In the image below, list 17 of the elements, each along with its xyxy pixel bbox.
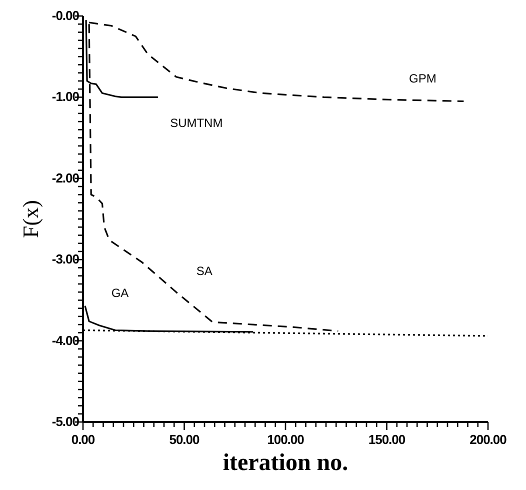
x-tick-label: 100.00: [267, 432, 304, 447]
x-tick-label: 0.00: [71, 432, 95, 447]
text: GA: [111, 286, 129, 300]
series-label: SA: [196, 264, 212, 278]
y-tick-label: -0.00: [52, 8, 80, 23]
x-tick-label: 150.00: [368, 432, 406, 447]
y-tick-label: -1.00: [52, 89, 80, 104]
x-tick-label: 200.00: [470, 432, 507, 447]
x-axis-title: iteration no.: [222, 450, 348, 476]
series-label: GPM: [409, 72, 436, 86]
y-tick-label: -4.00: [52, 332, 80, 348]
y-tick-label: -3.00: [52, 252, 80, 267]
y-tick-label: -2.00: [52, 170, 80, 186]
x-tick-label: 50.00: [169, 432, 200, 447]
y-tick-label: -5.00: [52, 414, 80, 429]
series-label: SUMTNM: [170, 116, 223, 130]
y-axis-title: F(x): [18, 200, 43, 238]
